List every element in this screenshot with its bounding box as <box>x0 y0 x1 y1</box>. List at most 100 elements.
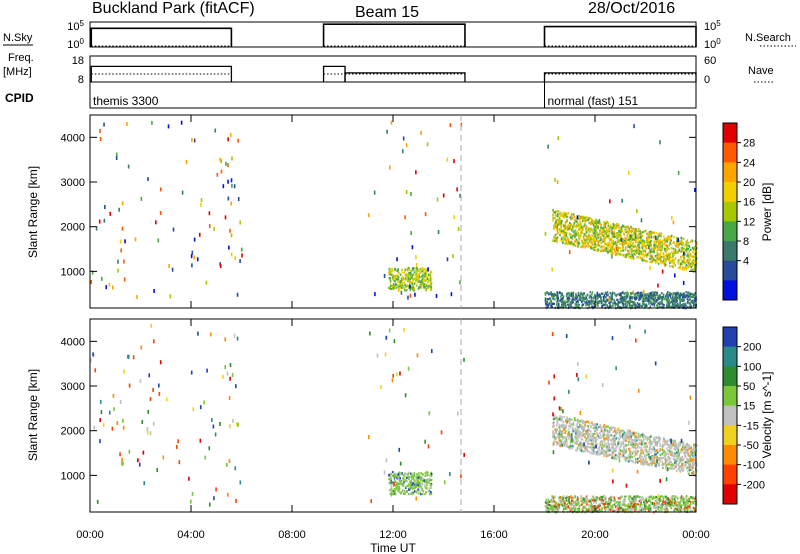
data-cell <box>636 446 638 450</box>
data-cell <box>623 232 625 235</box>
data-cell <box>665 460 668 463</box>
data-cell <box>627 231 629 235</box>
data-cell <box>599 235 602 239</box>
data-cell <box>609 504 611 507</box>
data-cell <box>560 295 562 298</box>
data-cell <box>404 274 407 277</box>
data-cell <box>579 218 581 221</box>
data-cell <box>640 294 642 297</box>
data-cell <box>552 443 555 447</box>
data-cell <box>630 439 633 442</box>
cpid-panel: CPID themis 3300 normal (fast) 151 <box>5 81 697 109</box>
data-cell <box>565 240 567 244</box>
data-cell <box>575 218 578 221</box>
data-cell <box>604 222 607 225</box>
data-cell <box>572 301 574 304</box>
data-cell <box>596 443 598 446</box>
data-cell <box>552 302 554 305</box>
data-cell <box>674 461 676 464</box>
data-cell <box>671 215 673 220</box>
data-cell <box>558 217 561 220</box>
data-cell <box>558 503 560 507</box>
data-cell <box>592 451 595 454</box>
data-cell <box>611 426 613 429</box>
data-cell <box>604 436 607 440</box>
data-cell <box>621 302 624 305</box>
data-cell <box>565 505 567 508</box>
data-cell <box>389 267 391 272</box>
data-cell <box>609 238 611 241</box>
data-cell <box>407 277 410 280</box>
data-cell <box>547 305 549 308</box>
data-cell <box>658 457 660 460</box>
data-cell <box>563 416 566 419</box>
data-cell <box>613 509 615 513</box>
data-cell <box>617 501 619 504</box>
data-cell <box>685 447 688 450</box>
data-cell <box>602 231 605 234</box>
data-cell <box>671 256 674 259</box>
data-cell <box>624 434 626 437</box>
data-cell <box>191 138 193 143</box>
data-cell <box>607 498 610 501</box>
data-cell <box>613 499 616 502</box>
data-cell <box>547 505 549 509</box>
data-cell <box>560 211 562 214</box>
data-cell <box>579 245 582 249</box>
data-cell <box>392 283 395 286</box>
data-cell <box>691 250 694 254</box>
data-cell <box>647 437 649 440</box>
data-cell <box>604 296 607 299</box>
data-cell <box>674 257 677 260</box>
data-cell <box>634 457 637 461</box>
data-cell <box>645 253 648 256</box>
data-cell <box>558 222 561 225</box>
data-cell <box>624 229 627 233</box>
data-cell <box>649 245 652 248</box>
data-cell <box>546 508 549 512</box>
data-cell <box>420 283 423 286</box>
data-cell <box>405 277 407 280</box>
data-cell <box>559 428 561 431</box>
data-cell <box>633 229 636 232</box>
data-cell <box>577 502 579 505</box>
data-cell <box>665 442 667 445</box>
data-cell <box>625 230 628 233</box>
data-cell <box>577 433 580 436</box>
data-cell <box>611 226 614 230</box>
data-cell <box>641 498 643 501</box>
freq-tick-top: 18 <box>72 55 84 67</box>
data-cell <box>662 499 665 502</box>
data-cell <box>675 245 677 248</box>
data-cell <box>393 279 395 282</box>
data-cell <box>556 224 558 227</box>
data-cell <box>587 237 589 240</box>
data-cell <box>403 271 405 274</box>
data-cell <box>655 241 658 244</box>
data-cell <box>650 230 652 233</box>
data-cell <box>683 501 686 504</box>
data-cell <box>200 198 203 203</box>
y-tick-label: 4000 <box>61 132 85 144</box>
data-cell <box>558 426 561 429</box>
data-cell <box>598 220 601 223</box>
data-cell <box>628 506 631 509</box>
data-cell <box>580 432 582 435</box>
data-cell <box>596 453 599 456</box>
data-cell <box>611 453 613 456</box>
data-cell <box>593 221 595 224</box>
data-cell <box>685 462 687 466</box>
data-cell <box>643 509 646 512</box>
data-cell <box>566 238 569 241</box>
data-cell <box>645 232 648 235</box>
data-cell <box>614 449 616 452</box>
data-cell <box>567 428 570 431</box>
data-cell <box>551 504 554 507</box>
data-cell <box>673 500 676 503</box>
data-cell <box>658 253 660 256</box>
data-cell <box>661 495 663 498</box>
data-cell <box>553 298 556 301</box>
data-cell <box>631 234 634 237</box>
data-cell <box>661 269 664 274</box>
data-cell <box>640 462 642 466</box>
